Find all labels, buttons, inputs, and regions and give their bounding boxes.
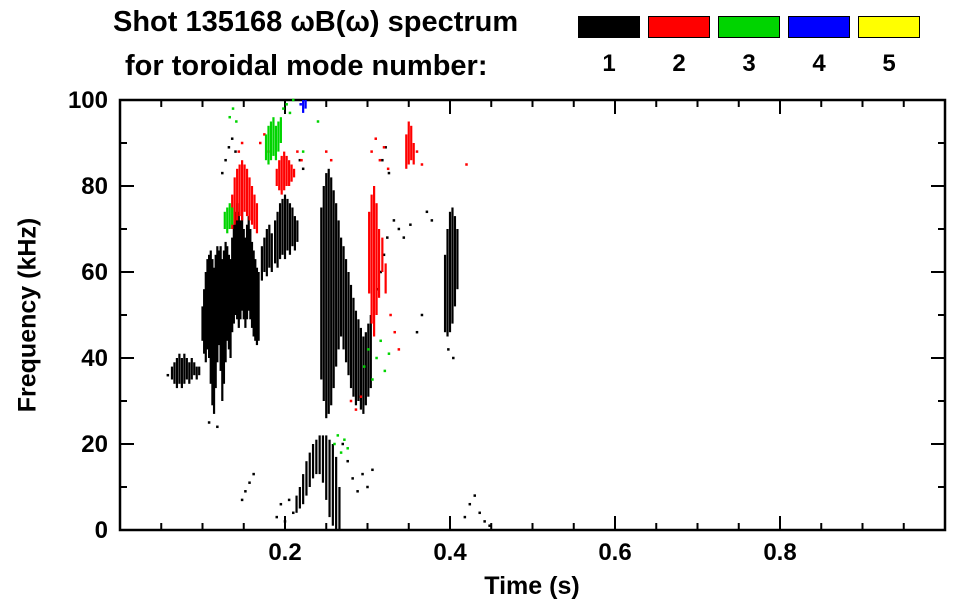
legend-swatch-mode4 — [788, 16, 850, 38]
legend-swatch-mode2 — [648, 16, 710, 38]
svg-text:0.6: 0.6 — [598, 539, 631, 566]
svg-text:60: 60 — [81, 259, 108, 286]
y-axis-label: Frequency (kHz) — [13, 217, 42, 413]
legend-label-mode3: 3 — [742, 50, 756, 77]
svg-text:80: 80 — [81, 173, 108, 200]
chart-subtitle: for toroidal mode number: — [125, 50, 488, 82]
svg-text:20: 20 — [81, 431, 108, 458]
chart-title: Shot 135168 ωB(ω) spectrum — [113, 6, 519, 38]
legend-label-mode1: 1 — [602, 50, 616, 77]
svg-text:0.8: 0.8 — [763, 539, 796, 566]
x-axis-label: Time (s) — [484, 572, 580, 600]
svg-text:40: 40 — [81, 345, 108, 372]
svg-text:0.2: 0.2 — [268, 539, 301, 566]
svg-text:100: 100 — [68, 87, 108, 114]
legend-swatch-mode1 — [578, 16, 640, 38]
legend-swatch-mode5 — [858, 16, 920, 38]
legend-label-mode2: 2 — [672, 50, 686, 77]
legend-label-mode4: 4 — [812, 50, 826, 77]
legend-mode-numbers: 1 2 3 4 5 — [578, 50, 928, 78]
legend — [578, 16, 928, 38]
svg-text:0: 0 — [95, 517, 108, 544]
legend-swatch-mode3 — [718, 16, 780, 38]
svg-text:0.4: 0.4 — [433, 539, 467, 566]
legend-label-mode5: 5 — [882, 50, 896, 77]
